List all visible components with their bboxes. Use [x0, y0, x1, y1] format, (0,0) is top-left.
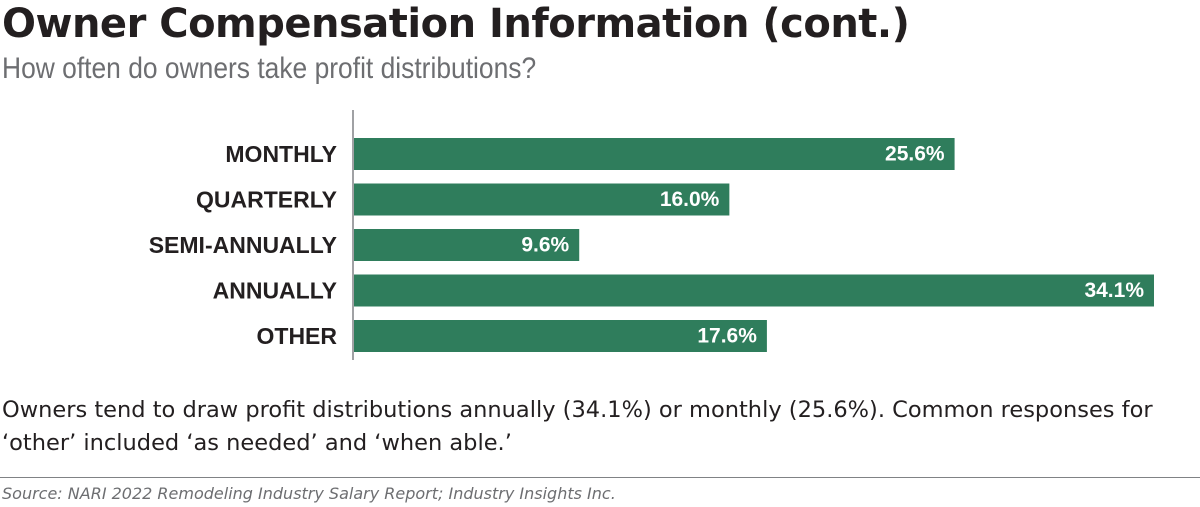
bar — [354, 183, 730, 216]
category-label: SEMI-ANNUALLY — [149, 232, 337, 258]
bar-value-label: 25.6% — [885, 143, 945, 166]
bar — [354, 229, 580, 261]
bar-value-label: 34.1% — [1084, 279, 1144, 302]
bar-chart: MONTHLY 25.6% QUARTERLY 16.0% SEMI-ANNUALLY 9… — [149, 110, 1154, 360]
category-label: ANNUALLY — [213, 278, 337, 304]
bar — [354, 138, 955, 170]
source-citation: Source: NARI 2022 Remodeling Industry Sa… — [2, 484, 616, 503]
footer-divider — [0, 477, 1200, 478]
category-label: QUARTERLY — [196, 187, 337, 213]
bar — [354, 320, 767, 352]
chart-subtitle: How often do owners take profit distribu… — [2, 52, 537, 85]
chart-note: Owners tend to draw profit distributions… — [2, 397, 1153, 456]
bar-value-label: 9.6% — [521, 234, 569, 257]
bar-value-label: 17.6% — [697, 325, 757, 348]
category-label: OTHER — [257, 323, 338, 349]
bar — [354, 274, 1154, 307]
page-title: Owner Compensation Information (cont.) — [2, 1, 910, 47]
bar-value-label: 16.0% — [660, 188, 720, 211]
category-label: MONTHLY — [225, 141, 337, 167]
